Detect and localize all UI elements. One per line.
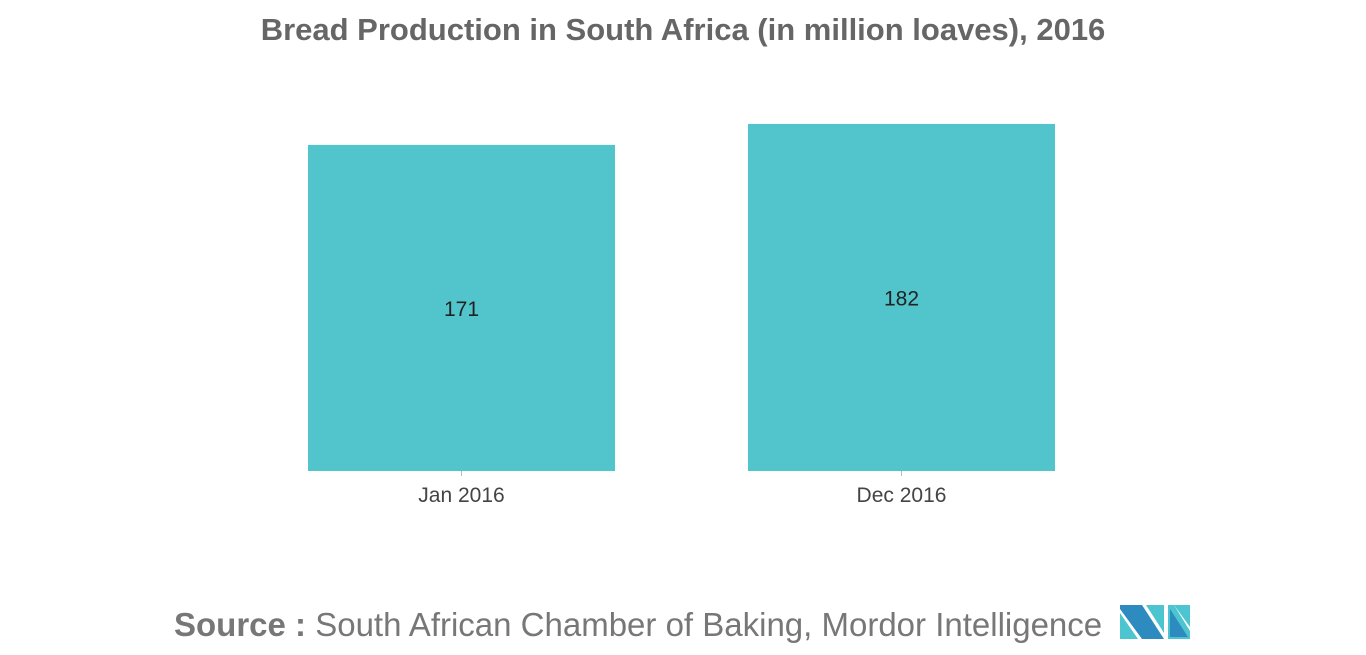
source-label: Source :	[174, 606, 307, 643]
source-note: Source : South African Chamber of Baking…	[174, 606, 1102, 644]
x-tick-label: Jan 2016	[418, 484, 504, 507]
data-label: 182	[884, 287, 919, 310]
mordor-intelligence-logo	[1120, 605, 1190, 639]
bar-chart: 171 Jan 2016 182 Dec 2016	[308, 123, 1055, 507]
bar	[308, 144, 615, 471]
source-text: South African Chamber of Baking, Mordor …	[315, 606, 1103, 643]
data-label: 171	[444, 298, 479, 321]
bar	[748, 123, 1055, 472]
x-tick-label: Dec 2016	[857, 484, 947, 507]
chart-title: Bread Production in South Africa (in mil…	[260, 12, 1106, 47]
